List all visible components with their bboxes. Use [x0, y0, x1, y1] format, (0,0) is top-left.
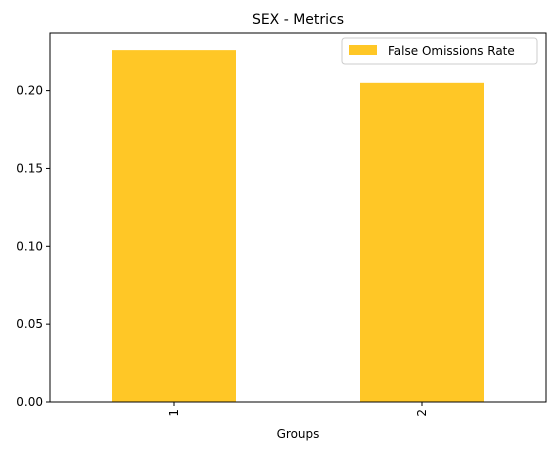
plot-area-frame [49, 32, 547, 403]
bar-group-1 [112, 50, 236, 402]
legend: False Omissions Rate [341, 37, 538, 65]
chart-title: SEX - Metrics [252, 12, 344, 28]
legend-box [341, 37, 538, 65]
y-tick-label: 0.15 [16, 161, 43, 175]
y-tick-label: 0.10 [16, 239, 43, 253]
y-axis: 0.00 0.05 0.10 0.15 0.20 [16, 84, 50, 409]
x-tick-label: 2 [415, 409, 429, 417]
legend-label: False Omissions Rate [388, 44, 515, 58]
bars-layer [112, 50, 484, 402]
x-axis-label: Groups [277, 427, 320, 441]
y-tick-label: 0.00 [16, 395, 43, 409]
bar-group-2 [360, 82, 484, 402]
legend-swatch [349, 45, 377, 55]
y-tick-label: 0.20 [16, 84, 43, 98]
x-tick-label: 1 [167, 409, 181, 417]
y-tick-label: 0.05 [16, 317, 43, 331]
